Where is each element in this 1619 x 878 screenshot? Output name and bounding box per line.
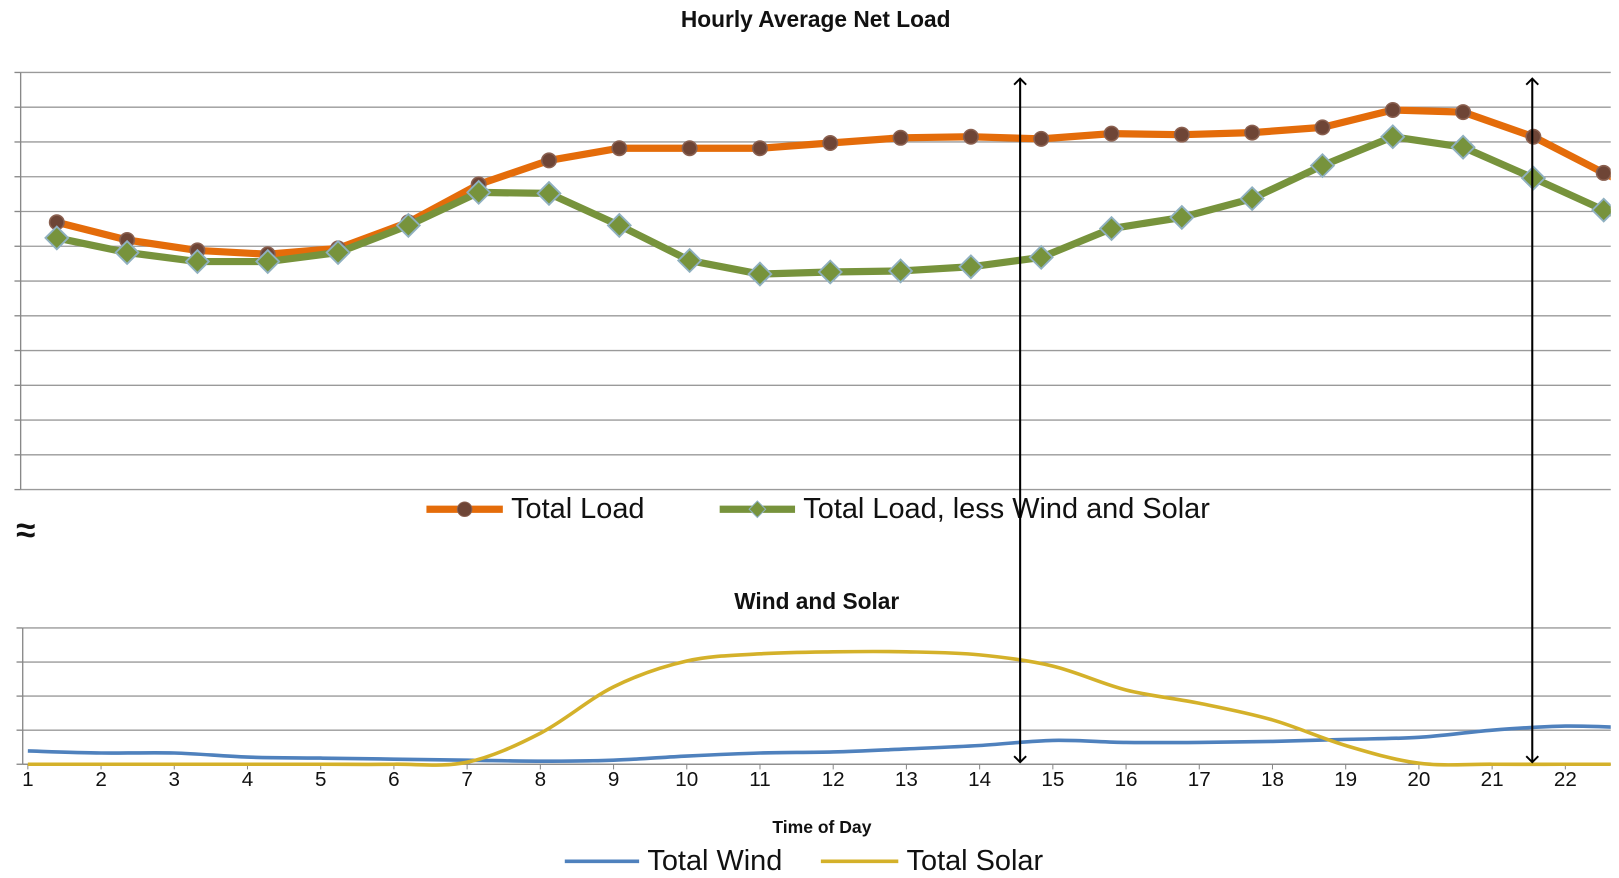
x-tick-label: 14 [968,768,991,791]
point [395,212,422,239]
point [817,259,843,285]
legend-label: Total Load [511,493,644,525]
x-tick-label: 10 [675,768,698,791]
chart-title: Hourly Average Net Load [681,6,951,32]
x-tick-label: 17 [1188,768,1211,791]
legend-label: Total Load, less Wind and Solar [803,493,1210,525]
legend-marker [748,500,767,519]
series-line [27,649,1611,767]
point [325,239,351,266]
point [255,248,281,275]
x-tick-label: 12 [822,768,845,791]
point [611,140,628,157]
plot [44,101,1611,287]
point [1384,101,1401,118]
point [1520,165,1547,191]
point [184,248,211,275]
x-tick-label: 4 [242,768,253,791]
point [887,258,914,284]
point [1595,164,1611,181]
x-tick-label: 16 [1115,768,1138,791]
point [958,254,984,280]
point [1103,125,1120,142]
point [1098,215,1125,242]
x-axis-label: Time of Day [772,817,871,837]
point [1380,124,1406,150]
series-line [56,133,1611,278]
x-tick-label: 15 [1041,768,1064,791]
legend-label: Total Wind [647,845,782,877]
point [822,135,839,152]
point [1173,126,1190,143]
point [751,140,768,157]
x-tick-label: 11 [749,768,770,791]
point [1450,134,1476,160]
point [892,129,909,146]
series-line [55,106,1611,258]
point [606,212,632,239]
point [1525,128,1542,145]
point [1314,119,1331,136]
point [466,179,492,206]
point [114,239,140,266]
x-tick-label: 20 [1407,768,1430,791]
x-tick-label: 19 [1334,768,1357,791]
axis-break: ≈ [16,511,35,550]
x-tick-label: 7 [461,768,472,791]
chart-title: Wind and Solar [734,588,899,614]
charts: Hourly Average Net Load Total Load Total L… [14,6,1611,877]
x-tick-label: 3 [169,768,180,791]
x-tick-label: 2 [95,768,106,791]
legend-label: Total Solar [907,845,1044,877]
x-tick-label: 9 [608,768,619,791]
series-line [27,724,1611,763]
point [1169,204,1195,231]
x-tick-label: 13 [895,768,918,791]
point [747,261,773,287]
x-tick-label: 1 [22,768,33,791]
point [681,140,698,157]
point [962,128,979,145]
point [676,247,703,274]
x-tick-label: 8 [535,768,546,791]
point [1309,152,1336,179]
point [540,152,557,169]
x-tick-label: 18 [1261,768,1284,791]
x-tick-label: 21 [1481,768,1504,791]
point [1244,124,1261,141]
x-tick-label: 5 [315,768,326,791]
x-tick-label: 22 [1554,768,1577,791]
point [536,180,562,207]
point [1033,130,1050,147]
point [44,225,70,251]
point [1028,244,1054,271]
point [1239,185,1265,212]
x-tick-label: 6 [388,768,399,791]
point [1455,104,1472,121]
point [1591,197,1611,223]
legend-marker [456,501,473,517]
plot [27,649,1611,767]
